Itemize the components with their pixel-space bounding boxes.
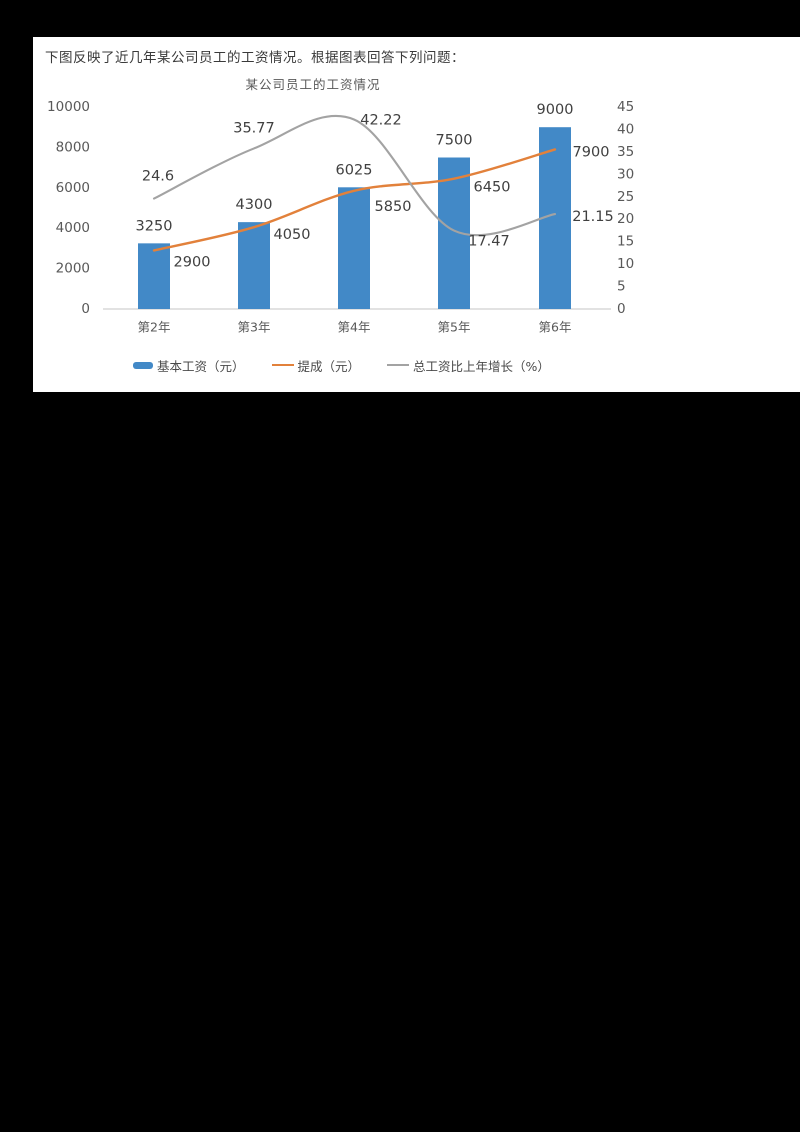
chart-legend: 基本工资（元） 提成（元） 总工资比上年增长（%） (133, 356, 550, 375)
legend-label-growth-rate: 总工资比上年增长（%） (413, 358, 550, 374)
x-axis-category-label: 第4年 (338, 320, 371, 335)
x-axis-category-label: 第6年 (539, 320, 572, 335)
question-header: 下图反映了近几年某公司员工的工资情况。根据图表回答下列问题： (45, 50, 465, 66)
left-axis-tick: 8000 (56, 139, 90, 155)
left-axis-tick: 4000 (56, 220, 90, 236)
legend-label-base-salary: 基本工资（元） (157, 358, 245, 374)
bar-value-label: 9000 (537, 102, 574, 118)
chart-panel: 下图反映了近几年某公司员工的工资情况。根据图表回答下列问题： 某公司员工的工资情… (33, 37, 800, 392)
right-axis-tick: 20 (617, 211, 634, 227)
growth-rate-line-value-label: 35.77 (233, 120, 275, 136)
bar-base-salary (238, 222, 270, 309)
x-axis-category-label: 第5年 (438, 320, 471, 335)
left-axis-tick: 6000 (56, 180, 90, 196)
right-axis-tick: 35 (617, 144, 634, 160)
bar-value-label: 3250 (136, 218, 173, 234)
legend-item-base-salary: 基本工资（元） (133, 356, 245, 375)
commission-line-value-label: 7900 (573, 144, 610, 160)
bar-value-label: 4300 (236, 197, 273, 213)
growth-rate-line-value-label: 24.6 (142, 169, 174, 185)
x-axis-category-label: 第3年 (238, 320, 271, 335)
commission-line-value-label: 2900 (174, 254, 211, 270)
growth-rate-line-value-label: 21.15 (572, 209, 614, 225)
left-axis-tick: 0 (81, 301, 90, 317)
commission-line-value-label: 5850 (375, 199, 412, 215)
legend-line-swatch-icon (387, 364, 410, 366)
left-axis-tick: 10000 (47, 99, 90, 115)
right-axis-tick: 0 (617, 301, 626, 317)
bar-value-label: 6025 (336, 162, 373, 178)
commission-line-value-label: 4050 (274, 227, 311, 243)
right-axis-tick: 15 (617, 234, 634, 250)
legend-item-commission: 提成（元） (271, 356, 361, 375)
left-axis-tick: 2000 (56, 261, 90, 277)
growth-rate-line (152, 114, 557, 237)
legend-label-commission: 提成（元） (297, 358, 361, 374)
bar-value-label: 7500 (436, 133, 473, 149)
right-axis-tick: 5 (617, 279, 626, 295)
growth-rate-line-value-label: 17.47 (468, 234, 510, 250)
right-axis-tick: 25 (617, 189, 634, 205)
right-axis-tick: 10 (617, 256, 634, 272)
growth-rate-line-value-label: 42.22 (360, 112, 402, 128)
x-axis-category-label: 第2年 (138, 320, 171, 335)
commission-line-value-label: 6450 (474, 180, 511, 196)
legend-line-swatch-icon (271, 364, 294, 366)
commission-line (152, 148, 557, 252)
legend-bar-swatch-icon (133, 361, 153, 369)
combo-chart: 0 2000 4000 6000 8000 10000 0 5 10 15 20 25 30 35 40 45… (47, 99, 634, 335)
chart-title: 某公司员工的工资情况 (245, 77, 381, 92)
legend-item-growth-rate: 总工资比上年增长（%） (387, 356, 550, 375)
right-axis-tick: 45 (617, 99, 634, 115)
bar-base-salary (338, 187, 370, 309)
bar-base-salary (138, 243, 170, 309)
right-axis-tick: 40 (617, 121, 634, 137)
right-axis-tick: 30 (617, 166, 634, 182)
